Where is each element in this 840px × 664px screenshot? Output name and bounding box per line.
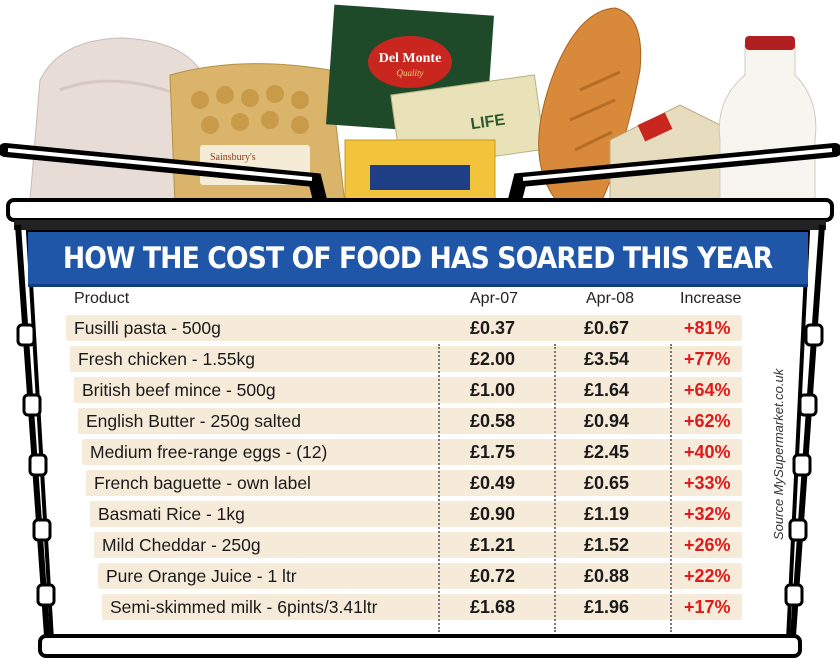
- table-row: Mild Cheddar - 250g £1.21 £1.52 +26%: [66, 529, 766, 560]
- col-header-increase: Increase: [680, 290, 742, 307]
- increase-cell: +77%: [684, 349, 731, 369]
- product-cell: Medium free-range eggs - (12): [90, 442, 328, 462]
- apr07-cell: £0.37: [470, 318, 516, 338]
- row-background: [82, 439, 742, 465]
- apr07-cell: £1.00: [470, 380, 516, 400]
- product-cell: English Butter - 250g salted: [86, 411, 301, 431]
- price-table: Product Apr-07 Apr-08 Increase Fusilli p…: [66, 288, 766, 632]
- product-cell: Semi-skimmed milk - 6pints/3.41ltr: [110, 597, 378, 617]
- product-cell: Fusilli pasta - 500g: [74, 318, 221, 338]
- row-background: [78, 408, 742, 434]
- row-background: [66, 315, 742, 341]
- title-bar: HOW THE COST OF FOOD HAS SOARED THIS YEA…: [28, 232, 808, 287]
- row-background: [90, 501, 742, 527]
- row-background: [74, 377, 742, 403]
- increase-cell: +17%: [684, 597, 731, 617]
- apr07-cell: £1.68: [470, 597, 516, 617]
- table-row: French baguette - own label £0.49 £0.65 +33…: [66, 467, 766, 498]
- row-background: [70, 346, 742, 372]
- apr08-cell: £2.45: [584, 442, 630, 462]
- sainsburys-label: Sainsbury's: [210, 152, 256, 163]
- apr07-cell: £0.90: [470, 504, 516, 524]
- product-cell: Mild Cheddar - 250g: [102, 535, 261, 555]
- product-cell: British beef mince - 500g: [82, 380, 276, 400]
- table-row: Medium free-range eggs - (12) £1.75 £2.45 +…: [66, 436, 766, 467]
- col-header-apr07: Apr-07: [470, 290, 519, 307]
- svg-text:LIFE: LIFE: [470, 111, 507, 133]
- increase-cell: +62%: [684, 411, 731, 431]
- svg-text:Quality: Quality: [397, 68, 424, 78]
- apr07-cell: £0.72: [470, 566, 516, 586]
- product-cell: French baguette - own label: [94, 473, 311, 493]
- increase-cell: +81%: [684, 318, 731, 338]
- apr08-cell: £1.64: [584, 380, 630, 400]
- apr08-cell: £0.67: [584, 318, 630, 338]
- apr07-cell: £2.00: [470, 349, 516, 369]
- table-row: Fresh chicken - 1.55kg £2.00 £3.54 +77%: [66, 343, 766, 374]
- row-background: [102, 594, 742, 620]
- increase-cell: +22%: [684, 566, 731, 586]
- increase-cell: +64%: [684, 380, 731, 400]
- apr07-cell: £0.58: [470, 411, 516, 431]
- product-cell: Fresh chicken - 1.55kg: [78, 349, 256, 369]
- row-background: [98, 563, 742, 589]
- table-row: Fusilli pasta - 500g £0.37 £0.67 +81%: [66, 312, 766, 343]
- apr07-cell: £1.75: [470, 442, 516, 462]
- row-background: [86, 470, 742, 496]
- table-row: Pure Orange Juice - 1 ltr £0.72 £0.88 +22%: [66, 560, 766, 591]
- table-row: Basmati Rice - 1kg £0.90 £1.19 +32%: [66, 498, 766, 529]
- table-row: English Butter - 250g salted £0.58 £0.94 +6…: [66, 405, 766, 436]
- table-row: British beef mince - 500g £1.00 £1.64 +64%: [66, 374, 766, 405]
- apr08-cell: £3.54: [584, 349, 630, 369]
- apr08-cell: £0.65: [584, 473, 630, 493]
- column-divider: [670, 344, 672, 632]
- apr08-cell: £1.96: [584, 597, 630, 617]
- apr08-cell: £0.94: [584, 411, 630, 431]
- col-header-product: Product: [74, 290, 130, 307]
- increase-cell: +26%: [684, 535, 731, 555]
- apr08-cell: £1.52: [584, 535, 630, 555]
- product-cell: Basmati Rice - 1kg: [98, 504, 245, 524]
- apr07-cell: £1.21: [470, 535, 516, 555]
- col-header-apr08: Apr-08: [586, 290, 635, 307]
- chart-title: HOW THE COST OF FOOD HAS SOARED THIS YEA…: [63, 241, 773, 275]
- source-credit: Source MySupermarket.co.uk: [771, 368, 786, 540]
- increase-cell: +33%: [684, 473, 731, 493]
- column-divider: [554, 344, 556, 632]
- increase-cell: +32%: [684, 504, 731, 524]
- apr08-cell: £1.19: [584, 504, 630, 524]
- column-divider: [438, 344, 440, 632]
- delmonte-logo: Del Monte: [379, 51, 442, 66]
- row-background: [94, 532, 742, 558]
- apr07-cell: £0.49: [470, 473, 516, 493]
- table-row: Semi-skimmed milk - 6pints/3.41ltr £1.68 £…: [66, 591, 766, 622]
- product-cell: Pure Orange Juice - 1 ltr: [106, 566, 297, 586]
- apr08-cell: £0.88: [584, 566, 630, 586]
- table-header: Product Apr-07 Apr-08 Increase: [66, 288, 766, 312]
- increase-cell: +40%: [684, 442, 731, 462]
